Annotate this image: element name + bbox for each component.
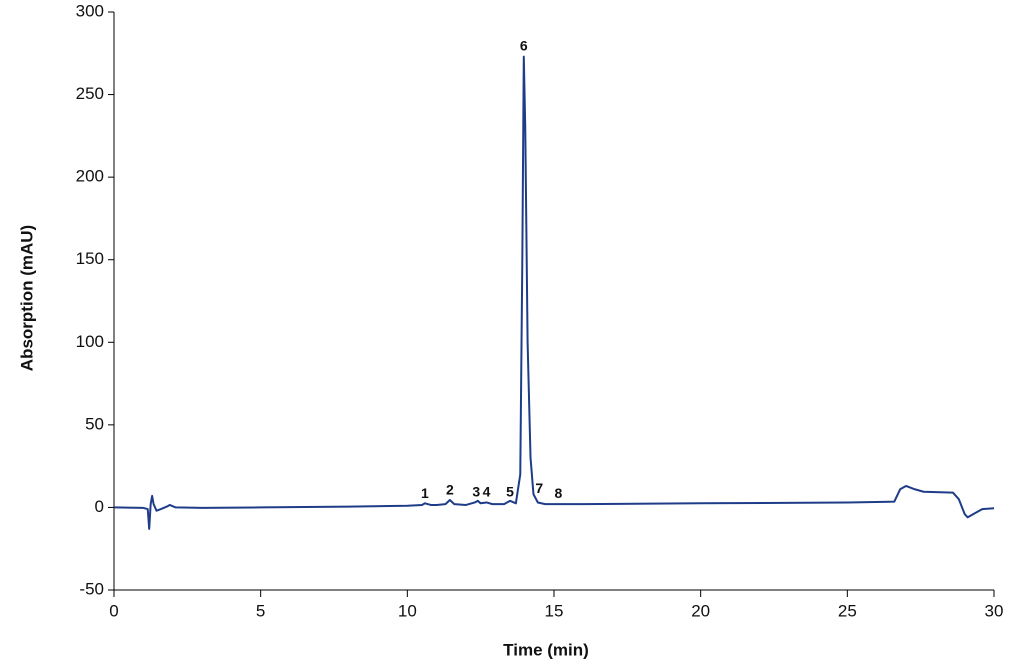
- y-tick-label: -50: [79, 579, 104, 598]
- x-tick-label: 5: [256, 601, 265, 620]
- y-tick-label: 100: [76, 332, 104, 351]
- peak-label: 5: [506, 483, 514, 499]
- peak-label: 1: [421, 485, 429, 501]
- peak-label: 7: [535, 480, 543, 496]
- x-tick-label: 20: [691, 601, 710, 620]
- y-tick-label: 200: [76, 167, 104, 186]
- y-tick-label: 0: [95, 497, 104, 516]
- y-tick-label: 50: [85, 414, 104, 433]
- x-tick-label: 0: [109, 601, 118, 620]
- y-tick-label: 250: [76, 84, 104, 103]
- peak-label: 4: [483, 483, 491, 499]
- peak-label: 2: [446, 482, 454, 498]
- peak-label: 3: [472, 483, 480, 499]
- peak-label: 8: [555, 485, 563, 501]
- x-tick-label: 10: [398, 601, 417, 620]
- y-axis-title: Absorption (mAU): [17, 225, 36, 371]
- y-tick-label: 300: [76, 1, 104, 20]
- x-axis-title: Time (min): [503, 640, 589, 659]
- x-tick-label: 15: [545, 601, 564, 620]
- x-tick-label: 25: [838, 601, 857, 620]
- x-tick-label: 30: [985, 601, 1004, 620]
- chromatogram-line: [113, 55, 995, 530]
- y-tick-label: 150: [76, 249, 104, 268]
- peak-label: 6: [520, 37, 528, 53]
